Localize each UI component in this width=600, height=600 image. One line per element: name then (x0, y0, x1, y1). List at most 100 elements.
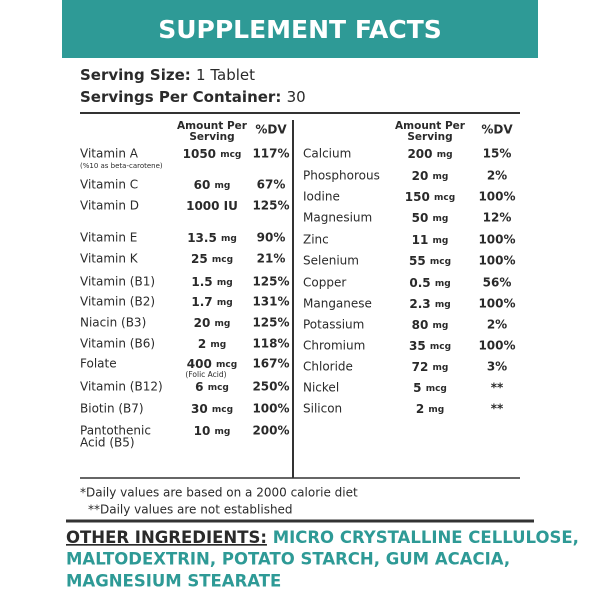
amount: 400 mcg (187, 357, 237, 371)
daily-value: 131% (252, 295, 289, 309)
amount-value: 11 (412, 233, 429, 247)
amount-unit: mg (433, 236, 449, 246)
nutrient-name: Pantothenic (80, 424, 151, 438)
daily-value: 125% (252, 316, 289, 330)
nutrient-name: Vitamin E (80, 231, 137, 245)
amount: 1.5 mg (191, 275, 232, 289)
amount: 20 mg (412, 169, 449, 183)
daily-value: 167% (252, 357, 289, 371)
column-header: Serving (407, 131, 452, 143)
nutrient-name: Vitamin (B1) (80, 275, 155, 289)
nutrient-name: Copper (303, 276, 346, 290)
amount-value: 6 (195, 380, 203, 394)
amount-unit: mg (217, 298, 233, 308)
amount-value: 13.5 (187, 231, 217, 245)
amount-unit: mcg (212, 255, 233, 265)
daily-value: 250% (252, 380, 289, 394)
amount: 0.5 mg (409, 276, 450, 290)
amount-unit: mcg (430, 257, 451, 267)
amount-unit: mcg (430, 342, 451, 352)
amount-unit: mcg (208, 383, 229, 393)
amount-unit: mg (215, 427, 231, 437)
amount-unit: mg (433, 321, 449, 331)
amount-unit: mcg (212, 405, 233, 415)
amount-value: 2 (416, 402, 424, 416)
daily-value: 2% (487, 169, 507, 183)
amount-value: 400 (187, 357, 212, 371)
ingredients: MAGNESIUM STEARATE (66, 572, 281, 591)
daily-value: ** (491, 381, 504, 395)
footnote: *Daily values are based on a 2000 calori… (80, 486, 358, 500)
value: 30 (287, 88, 306, 106)
amount: 13.5 mg (187, 231, 237, 245)
nutrient-name: Vitamin (B12) (80, 380, 163, 394)
nutrient-name: Iodine (303, 190, 340, 204)
amount: 60 mg (194, 178, 231, 192)
nutrient-name: Potassium (303, 318, 364, 332)
amount: 5 mcg (413, 381, 447, 395)
label: Servings Per Container: (80, 88, 281, 106)
amount: 50 mg (412, 211, 449, 225)
daily-value: 125% (252, 275, 289, 289)
column-header: %DV (255, 123, 287, 137)
amount-unit: mcg (434, 193, 455, 203)
amount-value: 1000 IU (186, 199, 238, 213)
amount-unit: mcg (220, 150, 241, 160)
amount-value: 1.7 (191, 295, 212, 309)
amount-value: 0.5 (409, 276, 430, 290)
daily-value: 118% (252, 337, 289, 351)
nutrient-name: Vitamin K (80, 252, 139, 266)
amount-value: 200 (407, 147, 432, 161)
amount: 1000 IU (186, 199, 238, 213)
daily-value: 117% (252, 147, 289, 161)
amount-value: 72 (412, 360, 429, 374)
daily-value: 125% (252, 199, 289, 213)
amount-value: 35 (409, 339, 426, 353)
daily-value: 100% (478, 297, 515, 311)
amount-unit: mg (435, 300, 451, 310)
amount-value: 80 (412, 318, 429, 332)
amount: 30 mcg (191, 402, 233, 416)
amount: 2.3 mg (409, 297, 450, 311)
nutrient-name: Niacin (B3) (80, 316, 146, 330)
ingredients: MALTODEXTRIN, POTATO STARCH, GUM ACACIA, (66, 550, 510, 569)
nutrient-name: Biotin (B7) (80, 402, 144, 416)
amount-value: 25 (191, 252, 208, 266)
daily-value: 2% (487, 318, 507, 332)
amount: 25 mcg (191, 252, 233, 266)
nutrient-name: Chloride (303, 360, 353, 374)
ingredients-line: OTHER INGREDIENTS: MICRO CRYSTALLINE CEL… (66, 528, 579, 547)
amount-unit: mg (221, 234, 237, 244)
amount-value: 30 (191, 402, 208, 416)
amount: 10 mg (194, 424, 231, 438)
label: Serving Size: (80, 66, 191, 84)
nutrient-name: Zinc (303, 233, 329, 247)
daily-value: 200% (252, 424, 289, 438)
amount: 2 mg (198, 337, 226, 351)
amount: 80 mg (412, 318, 449, 332)
nutrient-name: Vitamin D (80, 199, 139, 213)
nutrient-name: Chromium (303, 339, 365, 353)
amount-value: 5 (413, 381, 421, 395)
daily-value: 100% (478, 254, 515, 268)
daily-value: 3% (487, 360, 507, 374)
amount-value: 20 (412, 169, 429, 183)
value: 1 Tablet (196, 66, 255, 84)
amount-unit: mg (433, 214, 449, 224)
amount-value: 60 (194, 178, 211, 192)
daily-value: ** (491, 402, 504, 416)
footnote: **Daily values are not established (88, 503, 293, 517)
amount-value: 10 (194, 424, 211, 438)
amount-value: 55 (409, 254, 426, 268)
daily-value: 56% (483, 276, 512, 290)
nutrient-name: Vitamin (B2) (80, 295, 155, 309)
amount-unit: mg (215, 181, 231, 191)
amount-value: 1050 (183, 147, 216, 161)
amount-note: (Folic Acid) (185, 370, 226, 379)
column-header: Amount Per (395, 120, 466, 132)
nutrient-name: Vitamin (B6) (80, 337, 155, 351)
daily-value: 15% (483, 147, 512, 161)
nutrient-note: (%10 as beta-carotene) (80, 162, 163, 170)
nutrient-name: Calcium (303, 147, 351, 161)
daily-value: 67% (257, 178, 286, 192)
